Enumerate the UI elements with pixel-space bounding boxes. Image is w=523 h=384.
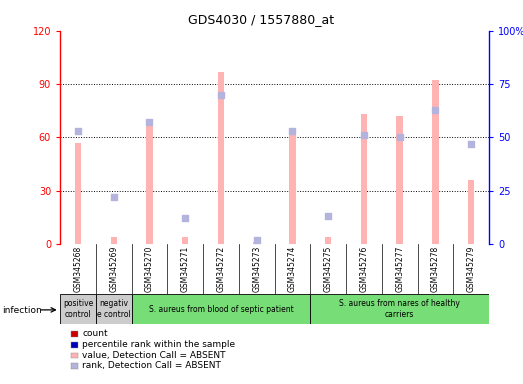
Point: [181, 215, 189, 221]
Text: GSM345277: GSM345277: [395, 245, 404, 292]
Bar: [182, 237, 188, 244]
Bar: [325, 237, 332, 244]
Text: positive
control: positive control: [63, 300, 93, 319]
Bar: [432, 81, 439, 244]
Bar: [361, 114, 367, 244]
Text: GSM345268: GSM345268: [74, 245, 83, 291]
Text: value, Detection Call = ABSENT: value, Detection Call = ABSENT: [82, 351, 225, 360]
Point: [288, 128, 297, 134]
Bar: [468, 180, 474, 244]
Text: negativ
e control: negativ e control: [97, 300, 131, 319]
Bar: [132, 294, 310, 324]
Text: GSM345270: GSM345270: [145, 245, 154, 292]
Text: GSM345271: GSM345271: [181, 245, 190, 291]
Bar: [146, 125, 153, 244]
Text: rank, Detection Call = ABSENT: rank, Detection Call = ABSENT: [82, 361, 221, 371]
Point: [431, 106, 439, 113]
Point: [74, 128, 82, 134]
Point: [324, 213, 332, 219]
Bar: [289, 134, 295, 244]
Bar: [310, 294, 489, 324]
Point: [217, 91, 225, 98]
Bar: [75, 142, 81, 244]
Text: percentile rank within the sample: percentile rank within the sample: [82, 340, 235, 349]
Bar: [396, 116, 403, 244]
Point: [395, 134, 404, 140]
Text: GSM345273: GSM345273: [252, 245, 261, 292]
Text: S. aureus from nares of healthy
carriers: S. aureus from nares of healthy carriers: [339, 300, 460, 319]
Bar: [218, 71, 224, 244]
Bar: [254, 242, 260, 244]
Point: [145, 119, 154, 126]
Text: GSM345278: GSM345278: [431, 245, 440, 291]
Text: count: count: [82, 329, 108, 338]
Text: GSM345276: GSM345276: [359, 245, 368, 292]
Text: infection: infection: [3, 306, 42, 315]
Bar: [96, 294, 132, 324]
Text: GSM345272: GSM345272: [217, 245, 225, 291]
Text: GSM345275: GSM345275: [324, 245, 333, 292]
Bar: [60, 294, 96, 324]
Point: [360, 132, 368, 138]
Point: [253, 237, 261, 243]
Bar: [110, 237, 117, 244]
Text: GDS4030 / 1557880_at: GDS4030 / 1557880_at: [188, 13, 335, 26]
Text: GSM345269: GSM345269: [109, 245, 118, 292]
Text: GSM345279: GSM345279: [467, 245, 475, 292]
Text: S. aureus from blood of septic patient: S. aureus from blood of septic patient: [149, 305, 293, 314]
Point: [110, 194, 118, 200]
Point: [467, 141, 475, 147]
Text: GSM345274: GSM345274: [288, 245, 297, 292]
